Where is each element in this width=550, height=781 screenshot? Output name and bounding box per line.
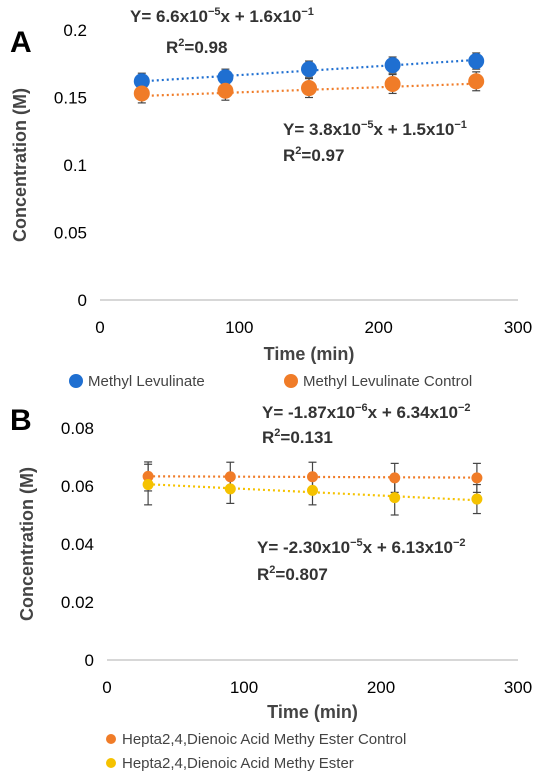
data-points-b xyxy=(142,470,483,505)
data-points-a xyxy=(133,53,485,102)
trendline xyxy=(141,82,477,98)
equation-b-series2: Y= -2.30x10−5x + 6.13x10−2 xyxy=(257,537,465,557)
y-tick-label: 0 xyxy=(78,291,87,310)
x-tick-label: 100 xyxy=(225,318,253,337)
legend-label-methyl-levulinate: Methyl Levulinate xyxy=(88,373,205,390)
panel-label-b: B xyxy=(10,404,32,437)
x-tick-label: 300 xyxy=(504,318,532,337)
x-axis-title-a: Time (min) xyxy=(264,344,355,364)
x-tick-label: 200 xyxy=(367,678,395,697)
y-tick-label: 0.02 xyxy=(61,593,94,612)
data-point xyxy=(224,471,236,483)
y-axis-title-b: Concentration (M) xyxy=(17,467,37,621)
equation-b-series1: Y= -1.87x10−6x + 6.34x10−2 xyxy=(262,402,470,422)
trendline xyxy=(141,58,477,83)
equation-a-series2: Y= 3.8x10−5x + 1.5x10−1 xyxy=(283,119,467,139)
data-point xyxy=(133,73,150,90)
data-point xyxy=(307,471,318,483)
chart-panel-b: B 0 0.02 0.04 0.06 0.08 0 100 200 300 Concentra… xyxy=(10,402,532,772)
r2-b-series1: R2=0.131 xyxy=(262,427,333,447)
data-point xyxy=(468,73,485,90)
x-tick-label: 100 xyxy=(230,678,258,697)
legend-marker-hepta-ester xyxy=(106,758,116,768)
equation-a-series1: Y= 6.6x10−5x + 1.6x10−1 xyxy=(130,6,314,26)
data-point xyxy=(384,57,401,74)
legend-label-hepta-ester: Hepta2,4,Dienoic Acid Methy Ester xyxy=(122,755,354,772)
data-point xyxy=(471,472,483,484)
legend-a: Methyl Levulinate Methyl Levulinate Cont… xyxy=(69,373,472,390)
r2-b-series2: R2=0.807 xyxy=(257,564,328,584)
y-axis-ticks-b: 0 0.02 0.04 0.06 0.08 xyxy=(61,419,94,670)
legend-label-methyl-levulinate-control: Methyl Levulinate Control xyxy=(303,373,472,390)
x-tick-label: 300 xyxy=(504,678,532,697)
trendlines-a xyxy=(141,58,477,98)
data-point xyxy=(384,76,401,92)
data-point xyxy=(142,470,154,482)
legend-b: Hepta2,4,Dienoic Acid Methy Ester Contro… xyxy=(106,731,406,772)
data-point xyxy=(142,479,154,491)
r2-a-series1: R2=0.98 xyxy=(166,37,227,57)
data-point xyxy=(389,492,401,504)
y-tick-label: 0.05 xyxy=(54,224,87,243)
data-point xyxy=(301,80,317,97)
x-axis-ticks-b: 0 100 200 300 xyxy=(102,678,532,697)
data-point xyxy=(468,53,485,70)
r2-a-series2: R2=0.97 xyxy=(283,145,344,165)
data-point xyxy=(389,472,401,484)
legend-marker-methyl-levulinate-control xyxy=(284,374,298,388)
chart-panel-a: A 0 0.05 0.1 0.15 0.2 0 100 200 300 Concentrati… xyxy=(10,6,532,390)
x-axis-ticks-a: 0 100 200 300 xyxy=(95,318,532,337)
x-tick-label: 0 xyxy=(102,678,111,697)
y-tick-label: 0.06 xyxy=(61,477,94,496)
y-tick-label: 0.1 xyxy=(63,156,87,175)
y-tick-label: 0.2 xyxy=(63,21,87,40)
data-point xyxy=(307,484,318,496)
y-axis-title-a: Concentration (M) xyxy=(10,88,30,242)
y-tick-label: 0.08 xyxy=(61,419,94,438)
data-point xyxy=(224,483,236,495)
x-tick-label: 0 xyxy=(95,318,104,337)
y-tick-label: 0.15 xyxy=(54,89,87,108)
data-point xyxy=(133,85,150,102)
panel-label-a: A xyxy=(10,26,32,59)
data-point xyxy=(301,61,317,78)
x-axis-title-b: Time (min) xyxy=(267,702,358,722)
legend-label-hepta-control: Hepta2,4,Dienoic Acid Methy Ester Contro… xyxy=(122,731,406,748)
data-point xyxy=(217,82,234,99)
data-point xyxy=(471,493,483,505)
y-tick-label: 0 xyxy=(85,651,94,670)
y-axis-ticks-a: 0 0.05 0.1 0.15 0.2 xyxy=(54,21,87,310)
x-tick-label: 200 xyxy=(364,318,392,337)
data-point xyxy=(217,69,234,86)
y-tick-label: 0.04 xyxy=(61,535,94,554)
legend-marker-methyl-levulinate xyxy=(69,374,83,388)
legend-marker-hepta-control xyxy=(106,734,116,744)
